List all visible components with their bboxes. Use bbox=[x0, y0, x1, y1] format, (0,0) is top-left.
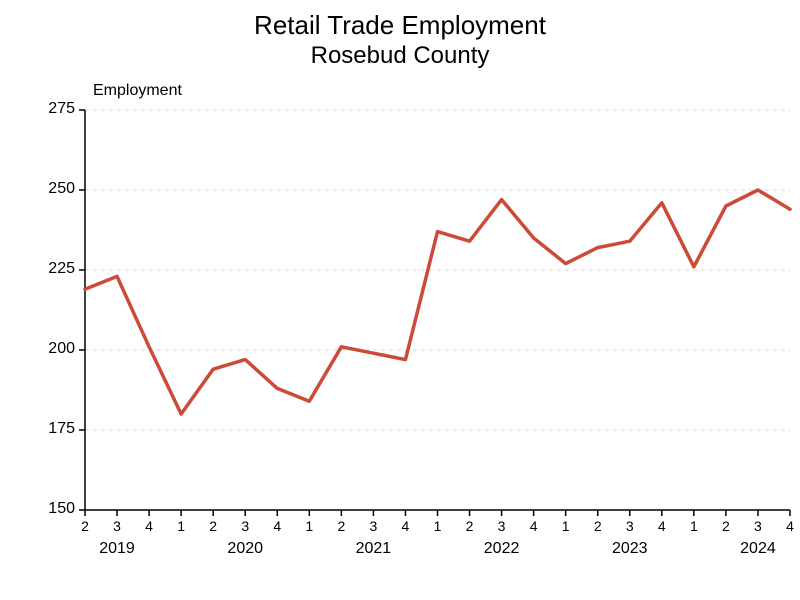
x-year-label: 2024 bbox=[740, 540, 776, 558]
chart-container: Retail Trade Employment Rosebud County E… bbox=[0, 0, 800, 600]
x-quarter-label: 2 bbox=[722, 518, 730, 534]
y-tick-label: 200 bbox=[35, 340, 75, 358]
x-quarter-label: 1 bbox=[562, 518, 570, 534]
x-quarter-label: 4 bbox=[273, 518, 281, 534]
x-quarter-label: 1 bbox=[434, 518, 442, 534]
x-quarter-label: 2 bbox=[81, 518, 89, 534]
x-quarter-label: 3 bbox=[113, 518, 121, 534]
y-tick-label: 175 bbox=[35, 420, 75, 438]
y-tick-label: 150 bbox=[35, 500, 75, 518]
y-tick-label: 275 bbox=[35, 100, 75, 118]
x-year-label: 2019 bbox=[99, 540, 135, 558]
x-year-label: 2023 bbox=[612, 540, 648, 558]
x-quarter-label: 4 bbox=[530, 518, 538, 534]
x-quarter-label: 3 bbox=[498, 518, 506, 534]
x-quarter-label: 3 bbox=[241, 518, 249, 534]
x-year-label: 2020 bbox=[227, 540, 263, 558]
x-quarter-label: 4 bbox=[786, 518, 794, 534]
y-axis-title: Employment bbox=[93, 82, 182, 100]
y-tick-label: 250 bbox=[35, 180, 75, 198]
x-quarter-label: 2 bbox=[209, 518, 217, 534]
x-year-label: 2022 bbox=[484, 540, 520, 558]
x-quarter-label: 3 bbox=[370, 518, 378, 534]
x-quarter-label: 3 bbox=[754, 518, 762, 534]
x-quarter-label: 2 bbox=[594, 518, 602, 534]
x-quarter-label: 4 bbox=[402, 518, 410, 534]
x-quarter-label: 3 bbox=[626, 518, 634, 534]
x-quarter-label: 1 bbox=[305, 518, 313, 534]
y-tick-label: 225 bbox=[35, 260, 75, 278]
data-line bbox=[85, 190, 790, 414]
x-quarter-label: 1 bbox=[690, 518, 698, 534]
x-quarter-label: 2 bbox=[337, 518, 345, 534]
x-quarter-label: 2 bbox=[466, 518, 474, 534]
x-quarter-label: 1 bbox=[177, 518, 185, 534]
x-quarter-label: 4 bbox=[658, 518, 666, 534]
x-quarter-label: 4 bbox=[145, 518, 153, 534]
x-year-label: 2021 bbox=[356, 540, 392, 558]
